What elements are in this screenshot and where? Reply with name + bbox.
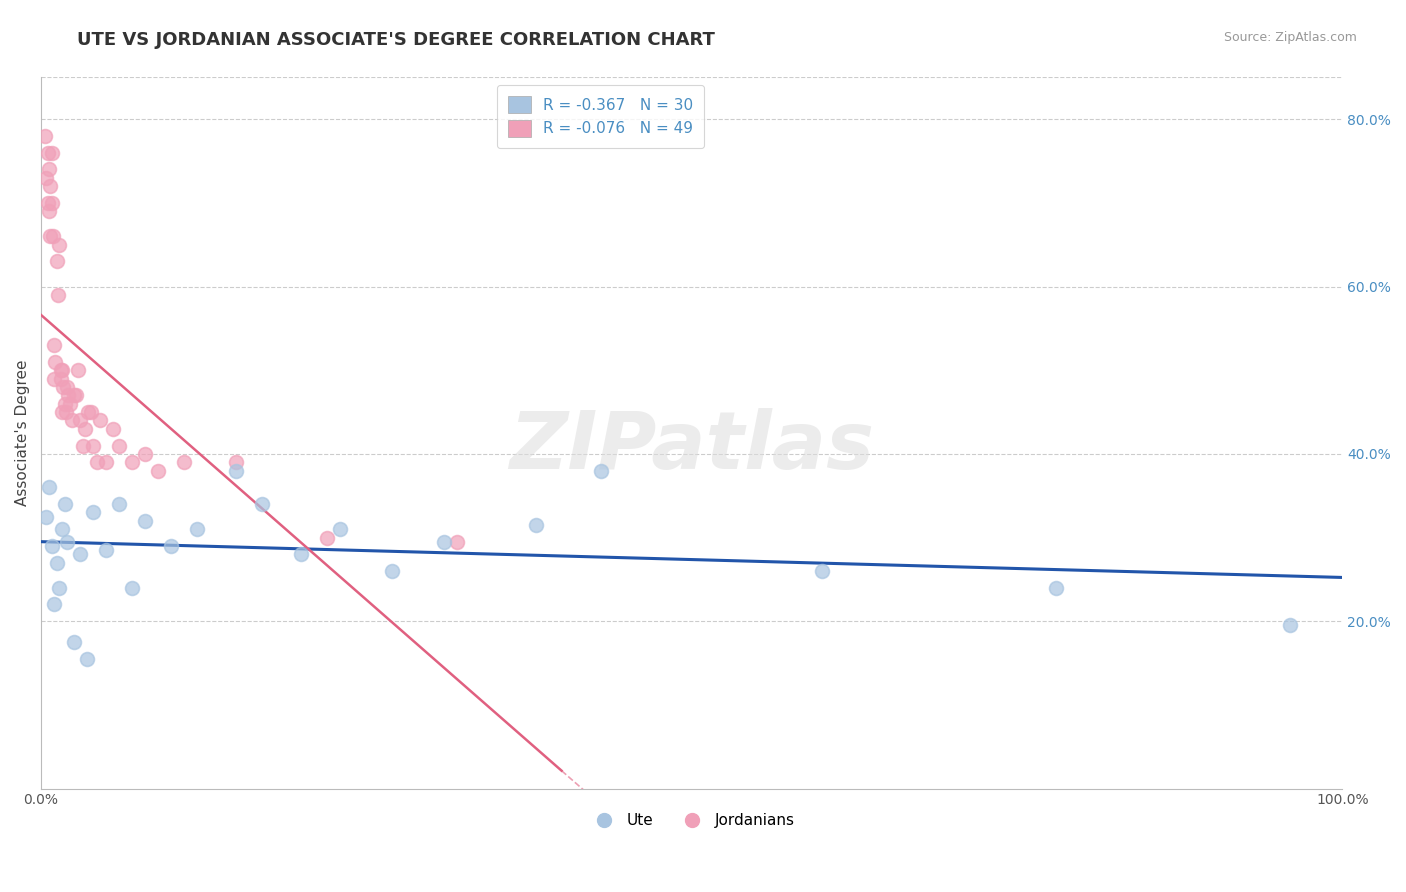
Point (433, 534, 456, 549)
Point (37, 195, 59, 210)
Point (42, 229, 65, 244)
Point (56, 534, 79, 549)
Point (86, 455, 108, 469)
Point (45, 556, 67, 570)
Point (41, 195, 63, 210)
Point (121, 581, 143, 595)
Point (160, 539, 183, 553)
Point (37, 145, 59, 160)
Point (252, 497, 274, 511)
Point (1279, 618, 1302, 632)
Point (59, 397, 82, 411)
Point (52, 380, 75, 394)
Point (55, 405, 77, 419)
Point (173, 455, 195, 469)
Point (82, 438, 104, 452)
Point (96, 543, 118, 558)
Point (589, 464, 612, 478)
Point (96, 455, 118, 469)
Point (381, 564, 404, 578)
Point (121, 455, 143, 469)
Text: ZIPatlas: ZIPatlas (509, 409, 875, 486)
Point (39, 229, 62, 244)
Text: UTE VS JORDANIAN ASSOCIATE'S DEGREE CORRELATION CHART: UTE VS JORDANIAN ASSOCIATE'S DEGREE CORR… (77, 31, 716, 49)
Point (66, 363, 89, 377)
Point (75, 422, 97, 436)
Point (329, 522, 352, 536)
Point (82, 506, 104, 520)
Point (44, 355, 66, 369)
Point (186, 522, 208, 536)
Point (148, 464, 170, 478)
Point (69, 413, 91, 427)
Point (49, 371, 72, 385)
Point (79, 405, 101, 419)
Point (101, 422, 124, 436)
Text: Source: ZipAtlas.com: Source: ZipAtlas.com (1223, 31, 1357, 45)
Point (49, 363, 72, 377)
Point (89, 413, 111, 427)
Point (69, 547, 91, 561)
Point (108, 497, 131, 511)
Point (56, 380, 79, 394)
Point (41, 145, 63, 160)
Point (108, 438, 131, 452)
Point (76, 652, 98, 666)
Point (42, 598, 65, 612)
Point (134, 514, 156, 528)
Point (225, 464, 247, 478)
Point (58, 388, 80, 402)
Point (72, 438, 94, 452)
Legend: Ute, Jordanians: Ute, Jordanians (582, 807, 801, 834)
Point (38, 204, 60, 219)
Point (38, 480, 60, 494)
Point (53, 497, 76, 511)
Point (38, 162, 60, 177)
Point (810, 564, 832, 578)
Point (1045, 581, 1067, 595)
Point (290, 547, 312, 561)
Point (65, 388, 87, 402)
Point (62, 388, 84, 402)
Point (35, 509, 58, 524)
Point (134, 447, 156, 461)
Point (48, 581, 70, 595)
Point (39, 179, 62, 194)
Point (42, 371, 65, 385)
Point (34, 128, 56, 143)
Y-axis label: Associate's Degree: Associate's Degree (15, 359, 30, 507)
Point (60, 413, 83, 427)
Point (51, 522, 73, 536)
Point (62, 635, 84, 649)
Point (48, 237, 70, 252)
Point (41, 539, 63, 553)
Point (42, 338, 65, 352)
Point (53, 397, 76, 411)
Point (225, 455, 247, 469)
Point (524, 518, 547, 533)
Point (446, 534, 468, 549)
Point (35, 170, 58, 185)
Point (77, 405, 100, 419)
Point (51, 405, 73, 419)
Point (51, 363, 73, 377)
Point (46, 288, 69, 302)
Point (316, 531, 339, 545)
Point (45, 254, 67, 268)
